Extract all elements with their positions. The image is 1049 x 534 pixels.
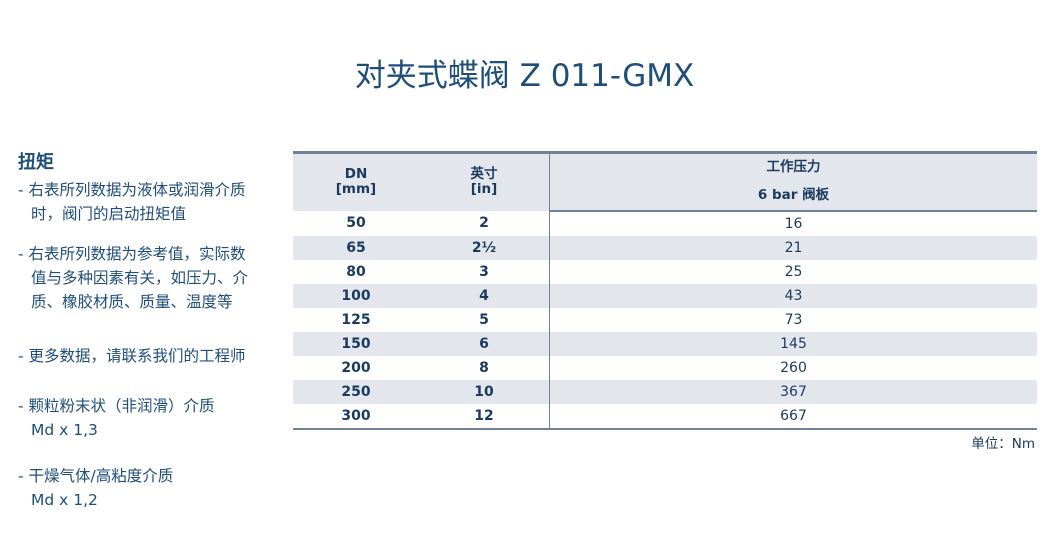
sidebar-heading: 扭矩 xyxy=(18,152,54,173)
torque-cell: 25 xyxy=(784,263,803,280)
torque-table: DN [mm] 英寸 [in] 工作压力 6 bar 阀板 50 2 16 65 2½ 21 8… xyxy=(293,151,1037,430)
dn-cell: 200 xyxy=(341,359,371,376)
dn-header: DN [mm] xyxy=(293,152,419,211)
table-row: 50 2 16 xyxy=(293,210,1037,236)
dn-cell: 125 xyxy=(341,311,371,328)
torque-cell: 367 xyxy=(549,379,1037,404)
note-line: - 右表所列数据为液体或润滑介质 xyxy=(18,181,246,199)
title: 对夹式蝶阀 Z 011-GMX xyxy=(354,58,695,94)
note-line: - 颗粒粉末状（非润滑）介质 xyxy=(18,397,215,415)
note: - 右表所列数据为参考值，实际数值与多种因素有关，如压力、介 质、橡胶材质、质量、… xyxy=(18,242,248,314)
header-text: 英寸 xyxy=(470,166,498,183)
header-text: 工作压力 xyxy=(549,152,1037,181)
header-text: DN xyxy=(344,166,368,183)
header-text: [mm] xyxy=(335,181,377,198)
table-row: 80 3 25 xyxy=(293,259,1037,284)
note-line: 值与多种因素有关，如压力、介 xyxy=(31,269,249,287)
dn-cell: 300 xyxy=(341,407,371,424)
note: - 更多数据，请联系我们的工程师 xyxy=(18,344,246,368)
note-line: - 更多数据，请联系我们的工程师 xyxy=(18,347,246,365)
dn-cell: 250 xyxy=(293,379,419,404)
torque-cell: 145 xyxy=(549,331,1037,356)
note-line: Md x 1,2 xyxy=(31,491,98,509)
header-text: [in] xyxy=(470,181,498,198)
dn-cell: 150 xyxy=(293,331,419,356)
dn-cell: 100 xyxy=(293,283,419,308)
dn-cell: 80 xyxy=(346,263,366,280)
note-line: 质、橡胶材质、质量、温度等 xyxy=(31,293,233,311)
note-line: Md x 1,3 xyxy=(31,421,98,439)
inch-cell: 2½ xyxy=(419,235,550,260)
inch-header: 英寸 [in] xyxy=(419,152,550,211)
header-text: 6 bar 阀板 xyxy=(549,180,1037,212)
table-body: 50 2 16 65 2½ 21 80 3 25 100 4 43 125 5 73 150 6 145 200 8 2… xyxy=(293,210,1037,429)
inch-cell: 6 xyxy=(419,331,550,356)
inch-cell: 5 xyxy=(419,307,550,332)
inch-cell: 12 xyxy=(419,403,550,429)
torque-cell: 73 xyxy=(784,311,803,328)
note: - 干燥气体/高粘度介质 Md x 1,2 xyxy=(18,464,173,512)
inch-cell: 3 xyxy=(419,259,550,284)
torque-cell: 43 xyxy=(549,283,1037,308)
table-row: 100 4 43 xyxy=(293,283,1037,308)
note-line: - 右表所列数据为参考值，实际数 xyxy=(18,245,246,263)
torque-cell: 667 xyxy=(780,407,807,424)
table-row: 125 5 73 xyxy=(293,307,1037,332)
inch-cell: 4 xyxy=(419,283,550,308)
table-row: 250 10 367 xyxy=(293,379,1037,404)
torque-cell: 260 xyxy=(780,359,807,376)
table-row: 150 6 145 xyxy=(293,331,1037,356)
inch-cell: 8 xyxy=(419,355,550,380)
dn-cell: 50 xyxy=(346,215,366,231)
torque-cell: 16 xyxy=(784,215,803,232)
unit-note: 单位：Nm xyxy=(971,436,1035,452)
table-row: 300 12 667 xyxy=(293,403,1037,429)
note: - 颗粒粉末状（非润滑）介质 Md x 1,3 xyxy=(18,394,215,442)
note-line: - 干燥气体/高粘度介质 xyxy=(18,467,174,485)
torque-cell: 21 xyxy=(549,235,1037,260)
dn-cell: 65 xyxy=(293,235,419,260)
note-line: 时，阀门的启动扭矩值 xyxy=(31,205,187,223)
inch-cell: 2 xyxy=(419,210,550,236)
inch-cell: 10 xyxy=(419,379,550,404)
table-row: 65 2½ 21 xyxy=(293,235,1037,260)
note: - 右表所列数据为液体或润滑介质时，阀门的启动扭矩值 xyxy=(18,178,246,226)
table-row: 200 8 260 xyxy=(293,355,1037,380)
